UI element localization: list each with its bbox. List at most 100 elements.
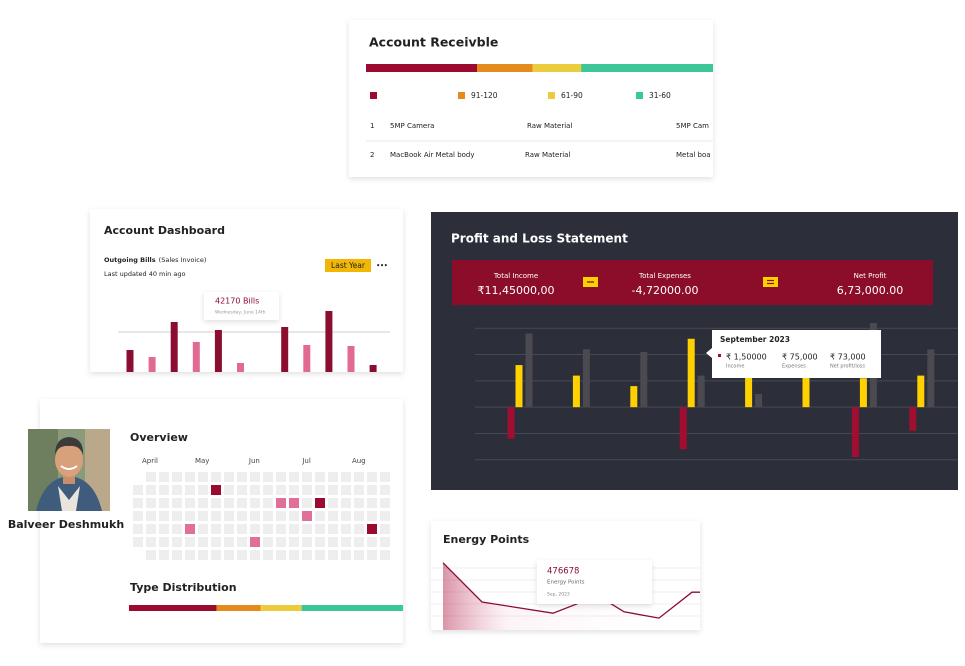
- heatmap-cell: [185, 537, 195, 547]
- bar: [687, 338, 695, 408]
- heatmap-cell: [315, 498, 325, 508]
- tooltip-value: 42170 Bills: [215, 297, 259, 306]
- heatmap-cell: [172, 472, 182, 482]
- legend-swatch: [548, 92, 555, 99]
- bar: [369, 365, 377, 372]
- legend-label: 61-90: [561, 91, 583, 100]
- heatmap-cell: [224, 498, 234, 508]
- tooltip-value: ₹ 75,000: [782, 353, 818, 362]
- tooltip-label: Expenses: [782, 364, 806, 370]
- table-cell: Raw Material: [525, 151, 570, 159]
- heatmap-cell: [289, 524, 299, 534]
- heatmap-cell: [328, 537, 338, 547]
- heatmap-cell: [133, 511, 143, 521]
- period-button-label[interactable]: Last Year: [331, 261, 366, 270]
- heatmap-cell: [341, 550, 351, 560]
- heatmap-cell: [133, 537, 143, 547]
- share-segment: [477, 64, 533, 72]
- heatmap-cell: [224, 485, 234, 495]
- bar: [851, 407, 859, 458]
- heatmap-cell: [146, 485, 156, 495]
- heatmap-cell: [276, 498, 286, 508]
- heatmap-cell: [185, 485, 195, 495]
- heatmap-cell: [185, 524, 195, 534]
- heatmap-cell: [159, 485, 169, 495]
- tooltip-value: 476678: [547, 567, 579, 577]
- heatmap-cell: [328, 524, 338, 534]
- avatar: [28, 429, 110, 511]
- heatmap-cell: [185, 550, 195, 560]
- bar: [515, 365, 523, 408]
- overview-content: Balveer Deshmukh Overview Type Distribut…: [8, 429, 403, 611]
- heatmap-cell: [302, 550, 312, 560]
- bar: [325, 311, 333, 372]
- bar: [802, 375, 810, 408]
- heatmap-cell: [172, 498, 182, 508]
- table-cell: MacBook Air Metal body: [390, 151, 475, 159]
- section-title: Type Distribution: [130, 581, 237, 594]
- heatmap-cell: [315, 472, 325, 482]
- heatmap-cell: [250, 537, 260, 547]
- summary-label: Total Expenses: [638, 272, 691, 280]
- bar: [507, 407, 515, 439]
- bar: [582, 349, 590, 408]
- receivable-card: [349, 20, 713, 177]
- profit-loss-content: Profit and Loss Statement Total Income ₹1…: [451, 232, 958, 461]
- bar: [755, 394, 763, 408]
- heatmap-cell: [250, 511, 260, 521]
- heatmap-cell: [263, 550, 273, 560]
- heatmap-cell: [341, 472, 351, 482]
- bar: [745, 375, 753, 408]
- heatmap-cell: [341, 537, 351, 547]
- heatmap-cell: [263, 498, 273, 508]
- tooltip-date: Wednesday, June 14th: [215, 310, 266, 316]
- heatmap-cell: [289, 537, 299, 547]
- heatmap-cell: [237, 485, 247, 495]
- user-name: Balveer Deshmukh: [8, 518, 124, 531]
- share-segment: [581, 64, 713, 72]
- heatmap-cell: [276, 537, 286, 547]
- heatmap-cell: [367, 550, 377, 560]
- subtitle-bold: Outgoing Bills: [104, 256, 156, 264]
- bar: [679, 407, 687, 450]
- heatmap-cell: [328, 485, 338, 495]
- bar: [281, 327, 289, 372]
- tooltip-pointer: [706, 348, 712, 358]
- bar: [859, 378, 867, 408]
- menu[interactable]: •••: [376, 263, 388, 270]
- receivable-content: Account Receivble 91-120 61-90 31-60 1 5MP C…: [366, 35, 713, 159]
- heatmap-cell: [237, 537, 247, 547]
- period-button[interactable]: [325, 259, 371, 272]
- tooltip-value: ₹ 73,000: [830, 353, 866, 362]
- heatmap-cell: [354, 485, 364, 495]
- heatmap-cell: [276, 524, 286, 534]
- share-segment: [366, 64, 478, 72]
- tooltip-dot: [718, 354, 721, 357]
- heatmap-cell: [367, 485, 377, 495]
- heatmap-cell: [185, 472, 195, 482]
- subtitle-rest: (Sales Invoice): [159, 256, 207, 264]
- summary-label: Net Profit: [854, 272, 887, 280]
- share-segment: [216, 605, 261, 611]
- heatmap-cell: [224, 472, 234, 482]
- heatmap-cell: [263, 537, 273, 547]
- heatmap-cell: [341, 485, 351, 495]
- heatmap-cell: [211, 498, 221, 508]
- heatmap-cell: [276, 550, 286, 560]
- heatmap-cell: [354, 537, 364, 547]
- tooltip: [537, 560, 652, 604]
- tooltip-label: Income: [726, 364, 744, 370]
- heatmap-cell: [224, 511, 234, 521]
- share-segment: [301, 605, 403, 611]
- bar: [237, 363, 244, 372]
- summary-label: Total Income: [493, 272, 538, 280]
- heatmap-cell: [367, 498, 377, 508]
- heatmap-cell: [354, 498, 364, 508]
- bar: [630, 386, 638, 408]
- heatmap-cell: [224, 524, 234, 534]
- heatmap-cell: [302, 524, 312, 534]
- summary-banner: [452, 260, 933, 305]
- heatmap-cell: [354, 511, 364, 521]
